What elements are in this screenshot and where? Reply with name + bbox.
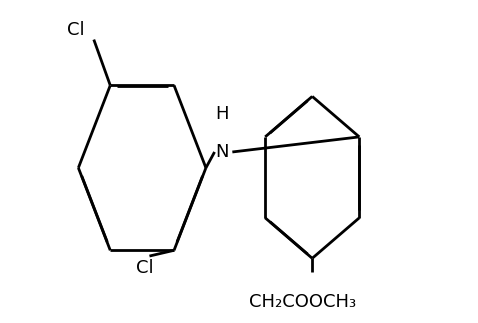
Text: N: N	[216, 143, 229, 161]
Text: Cl: Cl	[136, 259, 153, 277]
Text: Cl: Cl	[67, 21, 85, 39]
Text: H: H	[216, 105, 229, 123]
Text: CH₂COOCH₃: CH₂COOCH₃	[249, 293, 356, 311]
